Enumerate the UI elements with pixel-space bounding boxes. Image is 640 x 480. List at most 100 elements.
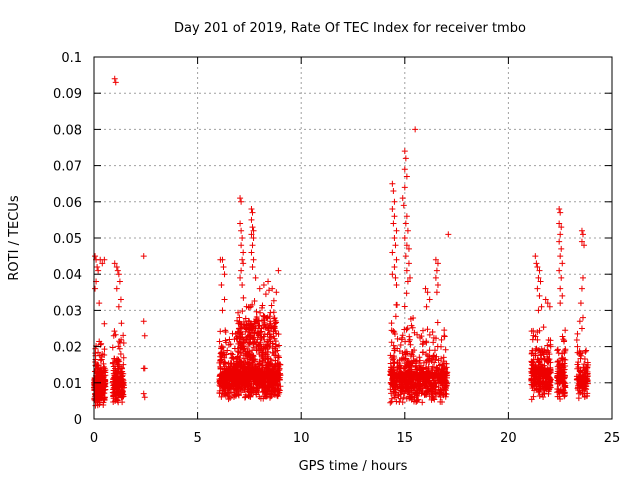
data-point	[94, 362, 101, 369]
data-point	[400, 394, 407, 401]
data-point	[117, 351, 124, 358]
data-point	[266, 382, 273, 389]
data-point	[439, 372, 446, 379]
data-point	[271, 335, 278, 342]
data-point	[271, 315, 278, 322]
data-point	[269, 285, 276, 292]
data-point	[238, 198, 245, 205]
data-point	[405, 260, 412, 267]
data-point	[405, 388, 412, 395]
data-point	[444, 380, 451, 387]
data-point	[393, 256, 400, 263]
data-point	[406, 274, 413, 281]
data-point	[535, 361, 542, 368]
data-point	[270, 315, 277, 322]
data-point	[263, 341, 270, 348]
data-point	[251, 298, 258, 305]
data-point	[536, 267, 543, 274]
x-tick-label: 5	[193, 431, 201, 446]
data-point	[529, 336, 536, 343]
data-point	[100, 380, 107, 387]
data-point	[422, 391, 429, 398]
data-point	[419, 349, 426, 356]
data-point	[266, 320, 273, 327]
data-point	[407, 362, 414, 369]
data-point	[528, 328, 535, 335]
data-point	[390, 220, 397, 227]
data-point	[434, 319, 441, 326]
data-point	[101, 351, 108, 358]
data-point	[264, 368, 271, 375]
data-point	[544, 365, 551, 372]
data-point	[250, 327, 257, 334]
data-point	[230, 394, 237, 401]
data-point	[559, 360, 566, 367]
data-point	[546, 303, 553, 310]
data-point	[407, 315, 414, 322]
data-point	[558, 274, 565, 281]
data-point	[91, 368, 98, 375]
data-point	[535, 379, 542, 386]
data-point	[557, 253, 564, 260]
data-point	[140, 253, 147, 260]
data-point	[440, 354, 447, 361]
y-tick-label: 0.08	[53, 123, 82, 138]
data-point	[403, 384, 410, 391]
data-point	[403, 242, 410, 249]
data-point	[408, 393, 415, 400]
data-point	[415, 396, 422, 403]
data-point	[236, 314, 243, 321]
data-point	[545, 368, 552, 375]
data-point	[109, 344, 116, 351]
data-point	[101, 394, 108, 401]
data-point	[546, 381, 553, 388]
y-tick-label: 0.01	[53, 377, 82, 392]
data-point	[426, 347, 433, 354]
data-point	[92, 285, 99, 292]
data-point	[271, 324, 278, 331]
data-point	[264, 386, 271, 393]
y-tick-label: 0.06	[53, 196, 82, 211]
data-point	[234, 353, 241, 360]
data-point	[403, 213, 410, 220]
data-point	[253, 314, 260, 321]
y-tick-label: 0.02	[53, 341, 82, 356]
axis-ticks: 0 0.01 0.02 0.03 0.04 0.05 0.06 0.07 0.08 0.09 0.1…	[53, 51, 620, 446]
data-point	[260, 345, 267, 352]
data-point	[230, 385, 237, 392]
data-point	[432, 256, 439, 263]
data-point	[408, 322, 415, 329]
data-point	[557, 300, 564, 307]
data-point	[538, 303, 545, 310]
data-point	[419, 399, 426, 406]
data-point	[269, 340, 276, 347]
data-point	[392, 274, 399, 281]
data-point	[399, 195, 406, 202]
data-point	[141, 332, 148, 339]
data-point	[248, 231, 255, 238]
data-point	[255, 347, 262, 354]
data-point	[537, 349, 544, 356]
data-point	[260, 282, 267, 289]
data-point	[267, 318, 274, 325]
data-point	[539, 391, 546, 398]
data-point	[245, 317, 252, 324]
data-point	[433, 289, 440, 296]
data-point	[421, 373, 428, 380]
data-point	[403, 362, 410, 369]
data-point	[423, 303, 430, 310]
y-tick-label: 0	[74, 413, 82, 428]
data-point	[537, 278, 544, 285]
data-point	[271, 345, 278, 352]
data-point	[259, 362, 266, 369]
data-point	[248, 374, 255, 381]
data-point	[237, 335, 244, 342]
data-point	[577, 373, 584, 380]
data-point	[411, 394, 418, 401]
data-point	[112, 79, 119, 86]
data-point	[233, 334, 240, 341]
data-point	[557, 285, 564, 292]
data-point	[101, 365, 108, 372]
data-point	[438, 336, 445, 343]
data-point	[100, 363, 107, 370]
